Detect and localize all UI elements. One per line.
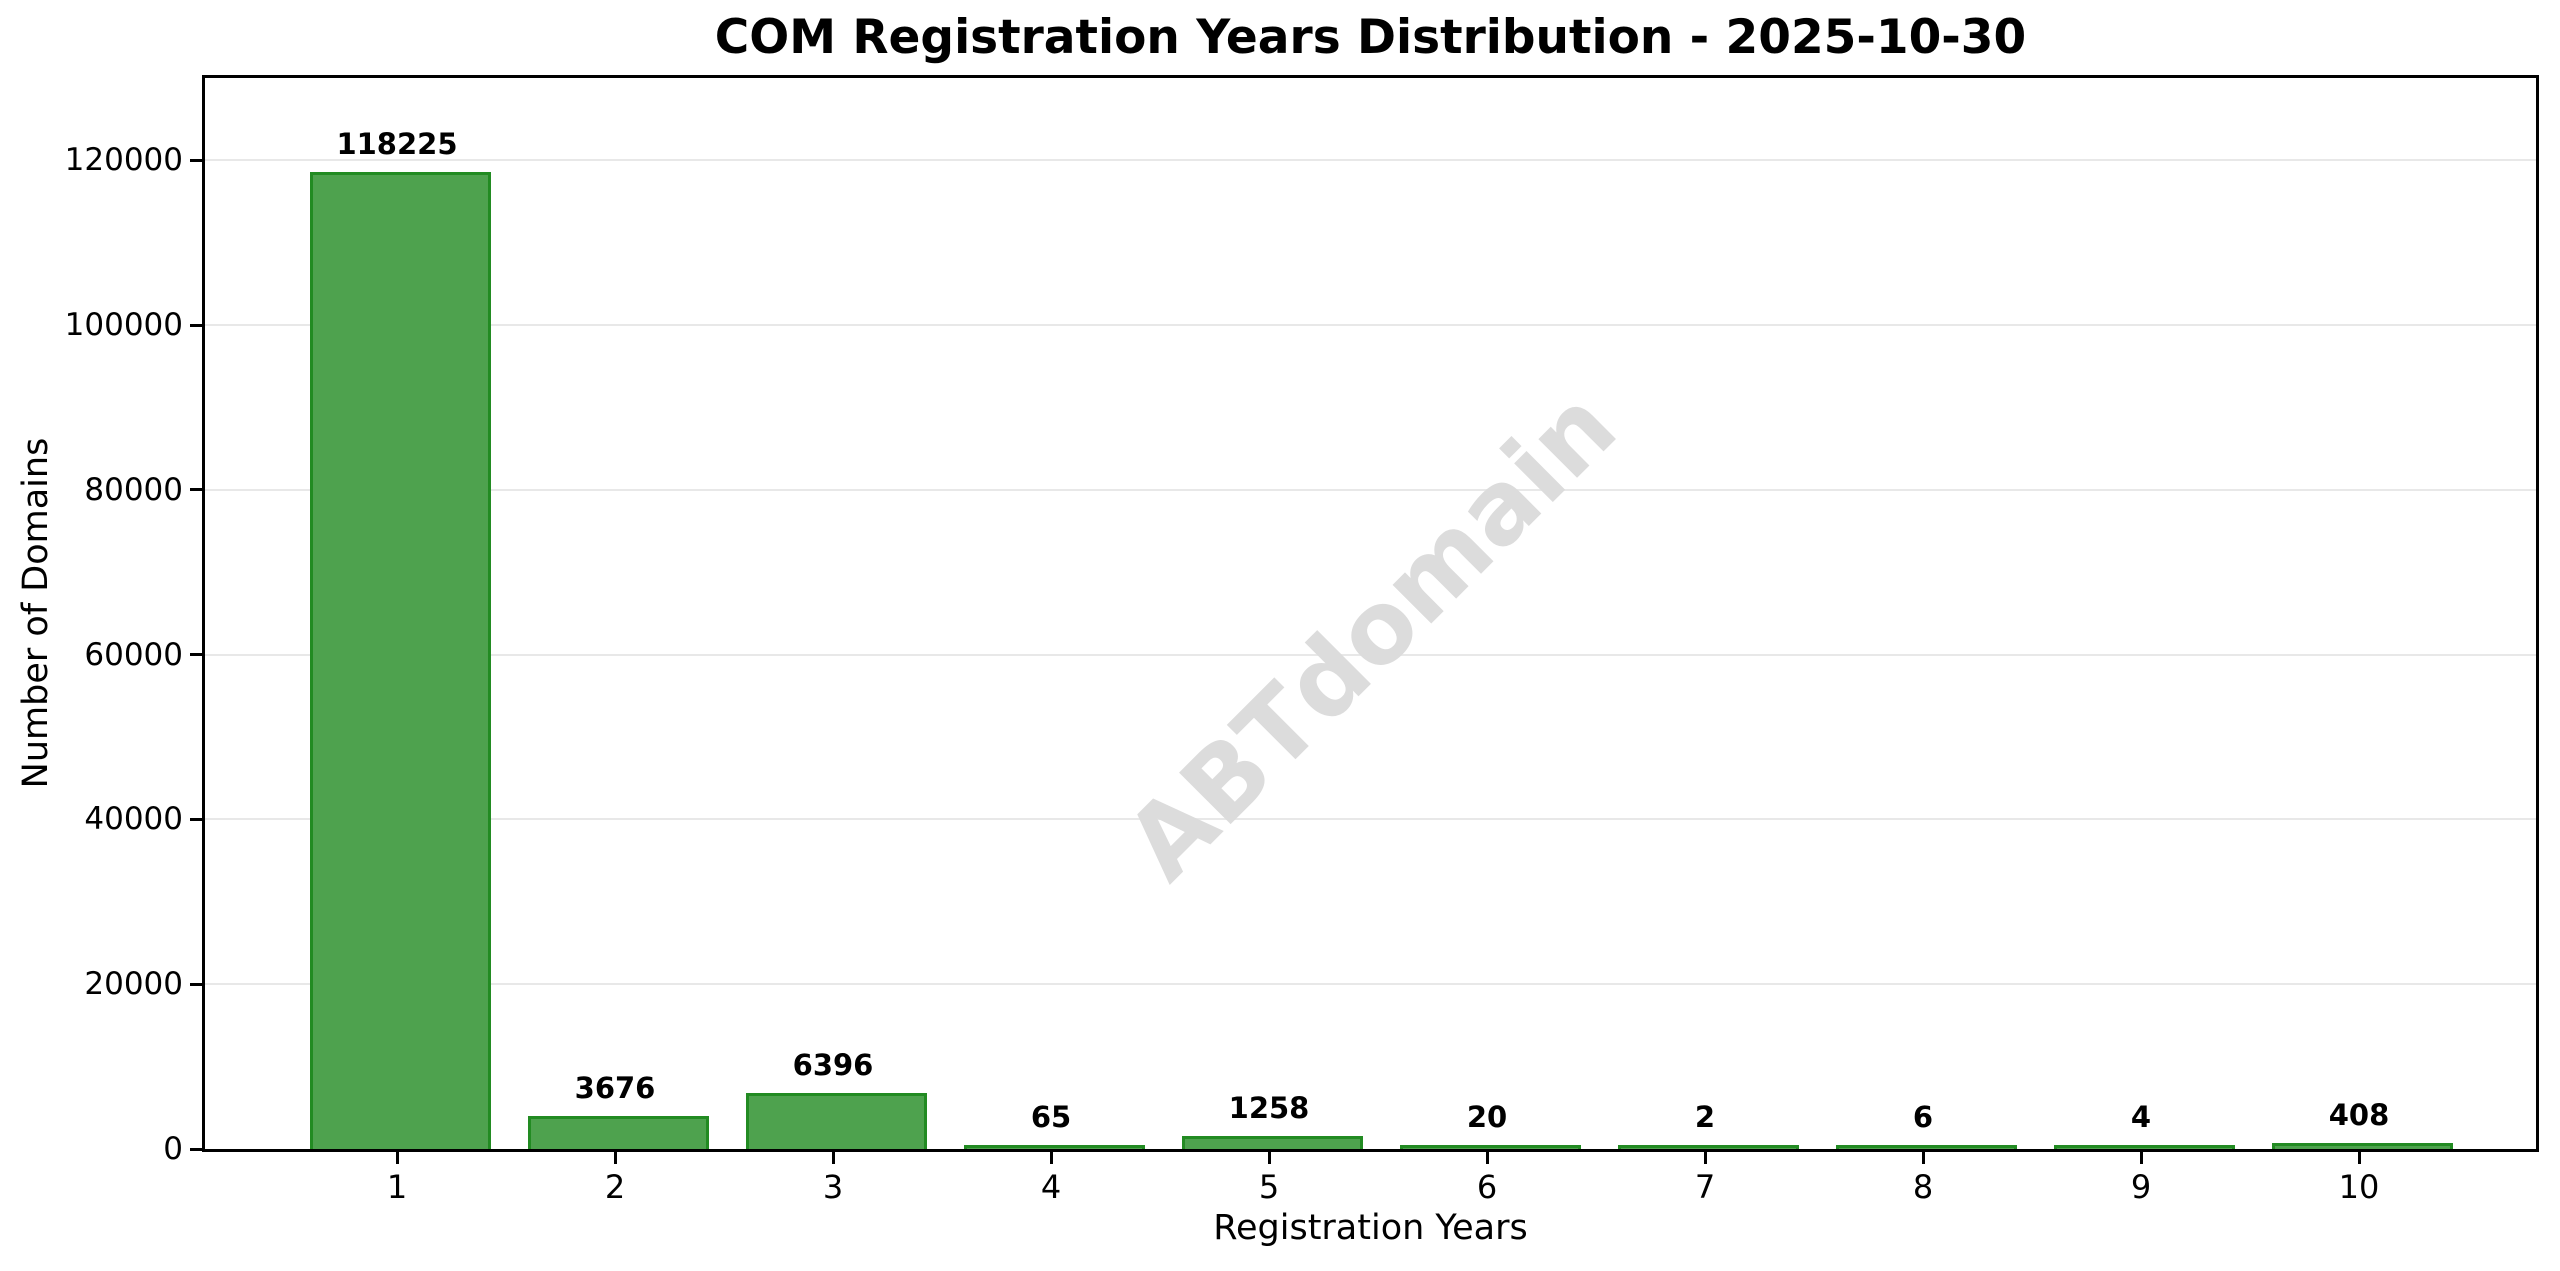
watermark: ABTdomain: [1103, 367, 1638, 903]
bar-year-4: [963, 1145, 1145, 1149]
x-tick-label-6: 6: [1476, 1168, 1498, 1206]
x-tick-mark-9: [2139, 1152, 2143, 1164]
x-tick-label-3: 3: [822, 1168, 844, 1206]
x-tick-label-8: 8: [1912, 1168, 1934, 1206]
bar-value-label-year-6: 20: [1466, 1100, 1508, 1134]
x-tick-mark-5: [1267, 1152, 1271, 1164]
bar-year-2: [527, 1115, 709, 1149]
y-tick-mark-120000: [190, 158, 202, 162]
y-tick-label-40000: 40000: [84, 801, 183, 838]
x-tick-mark-1: [395, 1152, 399, 1164]
y-tick-mark-80000: [190, 488, 202, 492]
gridline-y120000: [205, 159, 2536, 162]
x-tick-label-7: 7: [1694, 1168, 1716, 1206]
x-tick-label-5: 5: [1258, 1168, 1280, 1206]
y-tick-mark-20000: [190, 982, 202, 986]
x-tick-label-2: 2: [604, 1168, 626, 1206]
bar-year-9: [2053, 1145, 2235, 1149]
x-tick-mark-6: [1485, 1152, 1489, 1164]
bar-year-8: [1835, 1145, 2017, 1149]
y-tick-label-80000: 80000: [84, 471, 183, 508]
bar-value-label-year-3: 6396: [792, 1048, 874, 1083]
x-tick-mark-10: [2357, 1152, 2361, 1164]
x-tick-label-4: 4: [1040, 1168, 1062, 1206]
x-tick-label-10: 10: [2338, 1168, 2380, 1206]
x-tick-mark-8: [1921, 1152, 1925, 1164]
x-tick-mark-3: [831, 1152, 835, 1164]
gridline-y80000: [205, 488, 2536, 491]
x-tick-label-9: 9: [2130, 1168, 2152, 1206]
bar-value-label-year-10: 408: [2328, 1097, 2390, 1132]
gridline-y100000: [205, 324, 2536, 327]
x-tick-mark-7: [1703, 1152, 1707, 1164]
bar-value-label-year-5: 1258: [1228, 1090, 1310, 1125]
bar-value-label-year-2: 3676: [574, 1070, 656, 1105]
y-tick-label-120000: 120000: [64, 142, 183, 179]
x-tick-mark-2: [613, 1152, 617, 1164]
bar-value-label-year-9: 4: [2130, 1100, 2152, 1134]
bar-value-label-year-4: 65: [1030, 1100, 1072, 1134]
bar-year-1: [309, 172, 491, 1149]
bar-year-5: [1181, 1135, 1363, 1149]
y-tick-label-100000: 100000: [64, 307, 183, 344]
y-tick-label-0: 0: [163, 1131, 183, 1167]
y-tick-mark-60000: [190, 653, 202, 657]
y-tick-mark-100000: [190, 323, 202, 327]
y-tick-label-20000: 20000: [84, 966, 183, 1003]
bar-year-3: [745, 1093, 927, 1149]
x-tick-mark-4: [1049, 1152, 1053, 1164]
bar-year-10: [2271, 1142, 2453, 1149]
bar-value-label-year-1: 118225: [336, 127, 458, 162]
gridline-y40000: [205, 818, 2536, 821]
y-tick-mark-40000: [190, 817, 202, 821]
y-tick-label-60000: 60000: [84, 636, 183, 673]
bar-year-6: [1399, 1145, 1581, 1149]
bar-value-label-year-7: 2: [1694, 1100, 1716, 1134]
bar-year-7: [1617, 1145, 1799, 1149]
gridline-y60000: [205, 653, 2536, 656]
gridline-y20000: [205, 983, 2536, 986]
bar-value-label-year-8: 6: [1912, 1100, 1934, 1134]
chart-title: COM Registration Years Distribution - 20…: [714, 10, 2027, 65]
plot-area: ABTdomain 118225 3676 6396 65 1258 20 2 6 4 408: [202, 75, 2539, 1152]
y-tick-mark-0: [190, 1147, 202, 1151]
y-axis-label: Number of Domains: [16, 437, 56, 789]
x-axis-label: Registration Years: [1213, 1208, 1528, 1248]
x-tick-label-1: 1: [386, 1168, 408, 1206]
